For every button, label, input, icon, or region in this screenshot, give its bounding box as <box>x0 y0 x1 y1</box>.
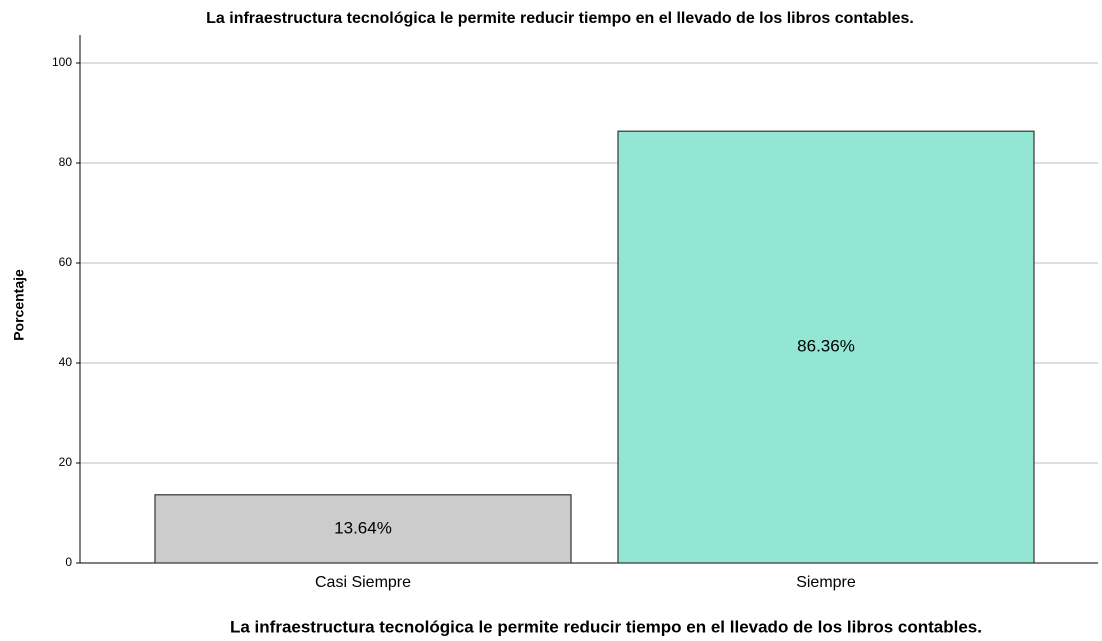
y-tick-label: 80 <box>59 155 73 169</box>
chart-title: La infraestructura tecnológica le permit… <box>206 10 914 27</box>
x-tick-label: Siempre <box>796 574 856 591</box>
y-axis-label: Porcentaje <box>11 269 27 341</box>
x-axis-label: La infraestructura tecnológica le permit… <box>230 617 982 636</box>
data-label: 86.36% <box>797 337 855 356</box>
y-tick-label: 60 <box>59 255 73 269</box>
y-tick-label: 20 <box>59 455 73 469</box>
y-tick-label: 40 <box>59 355 73 369</box>
y-tick-label: 100 <box>52 55 72 69</box>
bar <box>154 494 572 564</box>
bar <box>617 130 1035 564</box>
x-tick-label: Casi Siempre <box>315 574 411 591</box>
data-label: 13.64% <box>334 518 392 537</box>
y-tick-label: 0 <box>65 555 72 569</box>
